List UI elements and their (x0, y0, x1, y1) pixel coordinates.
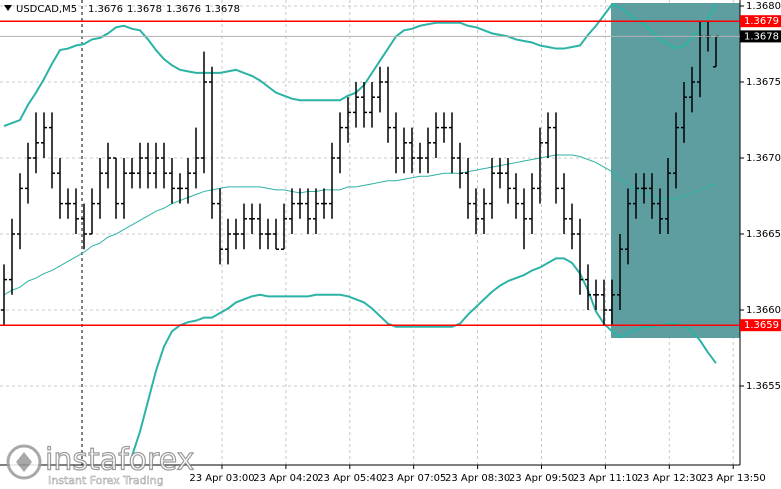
symbol-title: USDCAD,M5 (16, 4, 77, 15)
header-value: 1.3676 (88, 4, 123, 15)
y-tick-label: 1.3670 (746, 153, 781, 164)
x-tick-label: 23 Apr 03:00 (189, 473, 254, 484)
header-value: 1.3676 (166, 4, 201, 15)
y-tick-label: 1.3655 (746, 381, 781, 392)
x-tick-label: 23 Apr 13:50 (701, 473, 766, 484)
y-tick-label: 1.3660 (746, 305, 781, 316)
x-tick-label: 23 Apr 04:20 (253, 473, 318, 484)
level-label: 1.3659 (744, 320, 779, 331)
x-tick-label: 23 Apr 11:10 (573, 473, 638, 484)
plot (1, 3, 719, 457)
axis: 1.3680 1.3675 1.3670 1.3665 1.3660 1.3655 23 A… (189, 1, 781, 484)
header-value: 1.3678 (127, 4, 162, 15)
band-lower (131, 257, 717, 457)
level-label: 1.3679 (744, 16, 779, 27)
y-tick-label: 1.3680 (746, 1, 781, 12)
band-upper (3, 3, 717, 128)
watermark: instaforex Instant Forex Trading (6, 442, 195, 487)
menu-arrow[interactable] (4, 5, 12, 11)
last-price-box (740, 30, 781, 43)
last-price-label: 1.3678 (744, 31, 779, 42)
x-tick-label: 23 Apr 05:40 (317, 473, 382, 484)
level-box (740, 15, 781, 28)
level-box (740, 319, 781, 332)
band-middle (3, 154, 717, 296)
x-tick-label: 23 Apr 09:50 (509, 473, 574, 484)
x-tick-label: 23 Apr 08:30 (445, 473, 510, 484)
x-tick-label: 23 Apr 07:05 (381, 473, 446, 484)
header-value: 1.3678 (205, 4, 240, 15)
y-tick-label: 1.3665 (746, 229, 781, 240)
x-tick-label: 23 Apr 12:30 (637, 473, 702, 484)
watermark-tagline: Instant Forex Trading (48, 474, 164, 487)
y-tick-label: 1.3675 (746, 77, 781, 88)
watermark-brand: instaforex (45, 443, 194, 478)
